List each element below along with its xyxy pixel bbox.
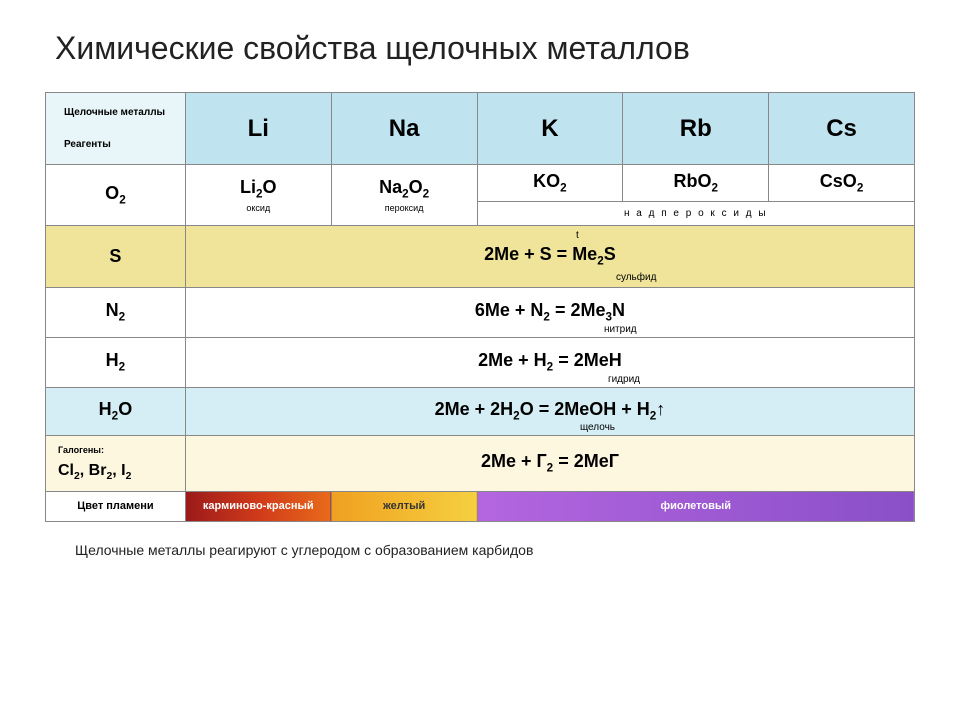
- page-title: Химические свойства щелочных металлов: [55, 30, 930, 67]
- flame-violet: фиолетовый: [477, 491, 914, 521]
- s-equation: 2Me + S = Me2S: [484, 244, 616, 264]
- halogen-equation-cell: 2Me + Г2 = 2MeГ: [185, 435, 914, 491]
- header-rb: Rb: [623, 93, 769, 165]
- h2-sub: гидрид: [608, 374, 640, 385]
- h2-equation-cell: 2Me + H2 = 2MeH гидрид: [185, 337, 914, 387]
- n2-reagent: N2: [46, 287, 186, 337]
- o2-reagent: O2: [46, 165, 186, 226]
- halogen-list: Cl2, Br2, I2: [58, 462, 131, 479]
- o2-li-cell: Li2O оксид: [185, 165, 331, 226]
- corner-bottom-label: Реагенты: [64, 139, 111, 150]
- o2-na-cell: Na2O2 пероксид: [331, 165, 477, 226]
- halogen-row: Галогены: Cl2, Br2, I2 2Me + Г2 = 2MeГ: [46, 435, 915, 491]
- header-cs: Cs: [769, 93, 915, 165]
- flame-row: Цвет пламени карминово-красный желтый фи…: [46, 491, 915, 521]
- o2-k-cell: KO2: [477, 165, 623, 202]
- o2-na-formula: Na2O2: [379, 177, 429, 197]
- h2o-reagent: H2O: [46, 387, 186, 435]
- o2-li-formula: Li2O: [240, 177, 277, 197]
- o2-reagent-text: O2: [105, 183, 126, 203]
- h2o-sub: щелочь: [580, 422, 615, 433]
- nadperoxide-label: н а д п е р о к с и д ы: [477, 201, 914, 225]
- h2o-equation-cell: 2Me + 2H2O = 2MeOH + H2↑ щелочь: [185, 387, 914, 435]
- h2-row: H2 2Me + H2 = 2MeH гидрид: [46, 337, 915, 387]
- header-li: Li: [185, 93, 331, 165]
- header-k: K: [477, 93, 623, 165]
- halogen-toplabel: Галогены:: [58, 445, 181, 455]
- header-na: Na: [331, 93, 477, 165]
- n2-sub: нитрид: [604, 324, 637, 335]
- h2-reagent: H2: [46, 337, 186, 387]
- h2-equation: 2Me + H2 = 2MeH: [478, 350, 622, 370]
- flame-red: карминово-красный: [185, 491, 331, 521]
- s-equation-cell: t 2Me + S = Me2S сульфид: [185, 225, 914, 287]
- o2-k-formula: KO2: [533, 171, 567, 191]
- flame-yellow: желтый: [331, 491, 477, 521]
- n2-row: N2 6Me + N2 = 2Me3N нитрид: [46, 287, 915, 337]
- o2-na-sub: пероксид: [336, 203, 473, 213]
- o2-cs-formula: CsO2: [820, 171, 864, 191]
- halogen-equation: 2Me + Г2 = 2MeГ: [481, 451, 619, 471]
- o2-li-sub: оксид: [190, 203, 327, 213]
- h2o-row: H2O 2Me + 2H2O = 2MeOH + H2↑ щелочь: [46, 387, 915, 435]
- o2-rb-cell: RbO2: [623, 165, 769, 202]
- flame-label: Цвет пламени: [46, 491, 186, 521]
- header-corner: Щелочные металлы Реагенты: [46, 93, 186, 165]
- s-reagent: S: [46, 225, 186, 287]
- header-row: Щелочные металлы Реагенты Li Na K Rb Cs: [46, 93, 915, 165]
- o2-rb-formula: RbO2: [673, 171, 718, 191]
- corner-top-label: Щелочные металлы: [64, 107, 165, 118]
- o2-cs-cell: CsO2: [769, 165, 915, 202]
- halogen-reagent: Галогены: Cl2, Br2, I2: [46, 435, 186, 491]
- footer-note: Щелочные металлы реагируют с углеродом с…: [75, 542, 930, 558]
- s-t-label: t: [576, 230, 579, 241]
- s-row: S t 2Me + S = Me2S сульфид: [46, 225, 915, 287]
- n2-equation-cell: 6Me + N2 = 2Me3N нитрид: [185, 287, 914, 337]
- h2o-equation: 2Me + 2H2O = 2MeOH + H2↑: [435, 399, 666, 419]
- o2-row: O2 Li2O оксид Na2O2 пероксид KO2 RbO2 Cs…: [46, 165, 915, 202]
- n2-equation: 6Me + N2 = 2Me3N: [475, 300, 625, 320]
- properties-table: Щелочные металлы Реагенты Li Na K Rb Cs …: [45, 92, 915, 522]
- s-sub: сульфид: [616, 272, 656, 283]
